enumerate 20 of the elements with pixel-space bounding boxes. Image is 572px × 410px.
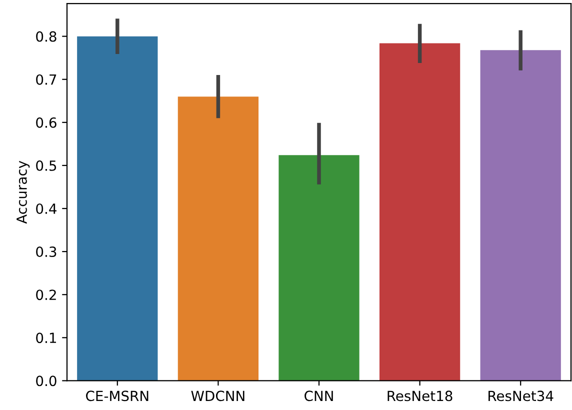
- y-tick-label: 0.4: [36, 203, 56, 214]
- bar: [278, 155, 360, 381]
- y-tick-label: 0.3: [36, 246, 56, 258]
- x-tick-label: ResNet18: [388, 390, 452, 402]
- x-tick-label: CE-MSRN: [86, 390, 148, 402]
- y-axis-title: Accuracy: [16, 160, 30, 224]
- x-tick-label: ResNet34: [488, 390, 554, 402]
- y-tick-label: 0.8: [36, 31, 56, 42]
- bar: [178, 96, 259, 381]
- y-tick-label: 0.5: [36, 160, 56, 171]
- x-tick-label: CNN: [304, 390, 333, 402]
- x-tick-label: WDCNN: [191, 390, 244, 402]
- bar: [379, 43, 460, 381]
- bar: [480, 50, 561, 381]
- y-tick-label: 0.6: [36, 117, 56, 128]
- bar: [77, 36, 158, 381]
- y-tick-label: 0.7: [36, 74, 56, 85]
- y-tick-label: 0.2: [36, 290, 56, 300]
- y-tick-label: 0.0: [36, 376, 56, 386]
- y-tick-label: 0.1: [36, 332, 56, 344]
